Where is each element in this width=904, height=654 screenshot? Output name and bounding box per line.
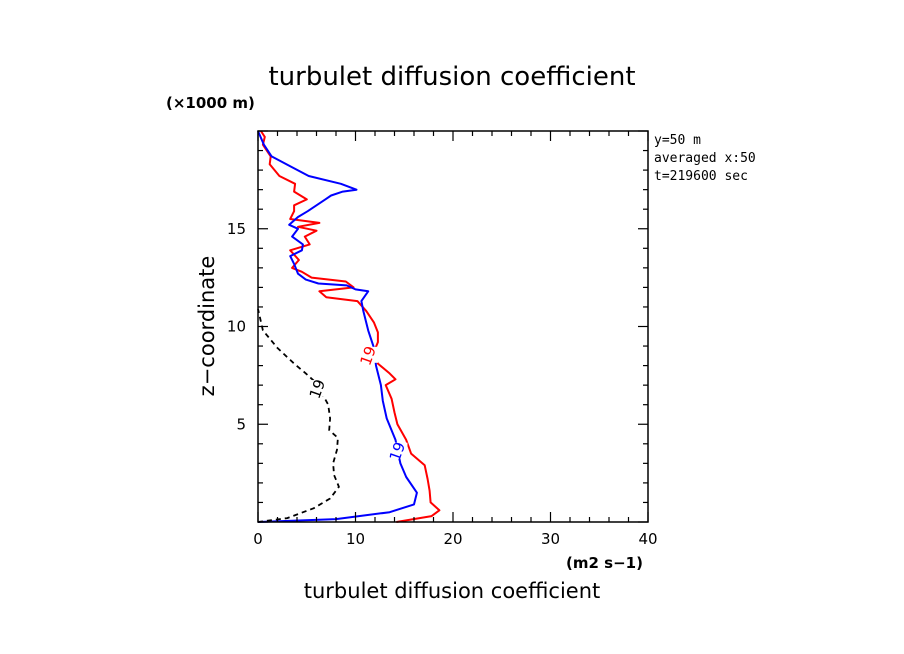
chart-title: turbulet diffusion coefficient (268, 62, 635, 92)
contour-label-1: 19 (356, 344, 379, 368)
x-tick-label: 40 (638, 530, 657, 548)
annotation-clip (775, 130, 904, 190)
annotation-averaged: averaged x:50 (654, 151, 756, 166)
y-tick-label: 10 (227, 318, 246, 336)
contour-label-2: 19 (386, 440, 409, 464)
y-tick-label: 15 (227, 220, 246, 238)
x-axis-label: turbulet diffusion coefficient (304, 579, 601, 603)
annotation-time: t=219600 sec (654, 169, 748, 184)
y-axis-unit: (×1000 m) (166, 94, 255, 112)
annotation-y: y=50 m (654, 133, 701, 148)
plot-frame (257, 130, 649, 523)
contour-label-3: 19 (306, 377, 329, 401)
y-axis-label: z−coordinate (195, 256, 219, 397)
x-tick-label: 10 (346, 530, 365, 548)
series-line-1 (260, 130, 441, 523)
y-tick-label: 5 (236, 415, 246, 433)
x-tick-label: 0 (253, 530, 263, 548)
series-line-2 (257, 130, 418, 523)
contour-label-bg-2 (387, 442, 408, 459)
contour-label-bg-1 (358, 346, 379, 363)
contour-label-bg-3 (307, 380, 328, 397)
x-tick-label: 20 (443, 530, 462, 548)
series-line-3 (257, 308, 340, 523)
x-tick-label: 30 (541, 530, 560, 548)
x-axis-unit: (m2 s−1) (566, 554, 643, 572)
